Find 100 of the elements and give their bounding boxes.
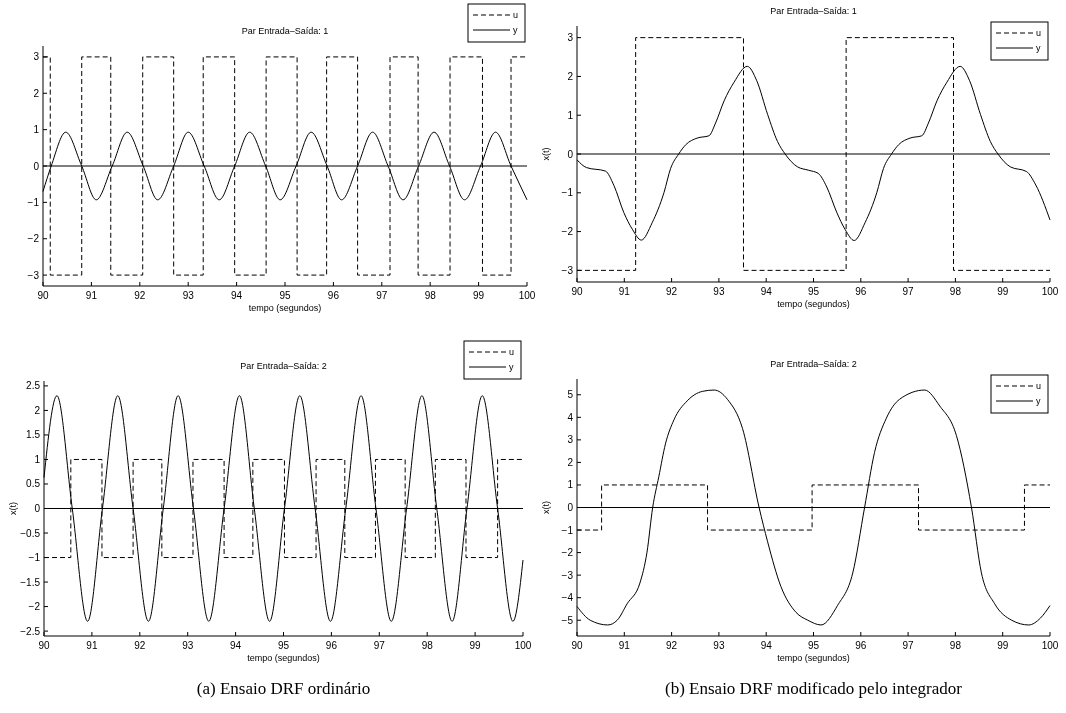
y-tick-label: −1	[27, 196, 40, 208]
y-tick-label: 2.5	[26, 380, 41, 392]
y-tick-label: −2	[28, 601, 41, 613]
x-tick-label: 94	[231, 290, 243, 301]
x-tick-label: 94	[230, 640, 242, 651]
x-axis-title: tempo (segundos)	[777, 653, 850, 663]
y-axis-title: x(t)	[541, 147, 551, 161]
x-tick-label: 99	[469, 640, 482, 651]
legend-label: y	[1036, 396, 1041, 406]
y-tick-label: −2	[27, 233, 40, 245]
x-tick-label: 97	[902, 286, 915, 297]
x-tick-label: 94	[760, 286, 773, 297]
x-tick-label: 90	[571, 286, 583, 297]
y-tick-label: 4	[567, 411, 574, 423]
x-tick-label: 91	[618, 640, 631, 651]
x-tick-label: 93	[713, 640, 725, 651]
y-tick-label: 1	[34, 453, 41, 465]
text: (a) Ensaio DRF ordinário	[196, 679, 371, 698]
x-tick-label: 95	[279, 290, 291, 301]
y-tick-label: −1	[561, 524, 574, 536]
y-tick-label: 2	[567, 70, 574, 82]
x-tick-label: 96	[327, 290, 340, 301]
y-tick-label: 2	[33, 87, 40, 99]
y-tick-label: −3	[561, 264, 574, 276]
x-tick-label: 95	[807, 640, 820, 651]
legend-label: u	[1036, 381, 1042, 391]
y-tick-label: −2.5	[20, 625, 41, 637]
y-tick-label: 0	[567, 148, 574, 160]
x-tick-label: 92	[134, 640, 146, 651]
x-tick-label: 100	[514, 640, 532, 651]
x-tick-label: 91	[618, 286, 631, 297]
legend-label: y	[509, 362, 514, 372]
x-axis-title: tempo (segundos)	[777, 299, 850, 309]
x-tick-label: 95	[807, 286, 820, 297]
y-tick-label: −2	[561, 226, 574, 238]
y-tick-label: 1.5	[26, 429, 41, 441]
y-tick-label: 3	[567, 32, 574, 44]
y-tick-label: 0	[34, 503, 41, 514]
x-tick-label: 90	[38, 640, 50, 651]
y-tick-label: −4	[561, 592, 574, 604]
x-axis-title: tempo (segundos)	[248, 303, 322, 313]
x-tick-label: 97	[376, 290, 388, 301]
x-tick-label: 93	[182, 290, 195, 301]
x-tick-label: 97	[902, 640, 915, 651]
x-tick-label: 96	[325, 640, 338, 651]
x-tick-label: 90	[571, 640, 583, 651]
x-tick-label: 99	[997, 640, 1009, 651]
y-tick-label: −1	[561, 187, 574, 199]
y-tick-label: 3	[567, 434, 574, 446]
y-tick-label: −1	[28, 552, 41, 564]
x-tick-label: 92	[134, 290, 146, 301]
legend-label: u	[1036, 28, 1042, 38]
y-tick-label: 5	[567, 389, 574, 401]
y-tick-label: 0	[33, 160, 40, 172]
y-tick-label: 0.5	[26, 478, 41, 490]
y-tick-label: −5	[561, 614, 574, 626]
x-tick-label: 95	[277, 640, 290, 651]
y-tick-label: −1.5	[20, 576, 41, 588]
x-tick-label: 100	[1041, 640, 1059, 651]
x-tick-label: 100	[1041, 286, 1059, 297]
x-tick-label: 96	[855, 286, 867, 297]
y-tick-label: 3	[33, 51, 40, 63]
x-tick-label: 93	[182, 640, 194, 651]
x-tick-label: 99	[997, 286, 1009, 297]
y-tick-label: −2	[561, 547, 574, 559]
y-axis-title: x(t)	[8, 502, 18, 515]
x-tick-label: 96	[855, 640, 867, 651]
y-tick-label: 1	[33, 124, 40, 136]
x-tick-label: 91	[86, 640, 98, 651]
chart-title: Par Entrada–Saída: 2	[240, 361, 327, 371]
x-tick-label: 91	[85, 290, 98, 301]
x-tick-label: 100	[518, 290, 536, 301]
x-tick-label: 90	[37, 290, 49, 301]
y-tick-label: 2	[34, 404, 41, 416]
x-tick-label: 98	[424, 290, 437, 301]
legend-label: y	[1036, 43, 1041, 53]
y-tick-label: 1	[567, 479, 574, 491]
y-tick-label: 0	[567, 502, 574, 513]
y-tick-label: −3	[561, 569, 574, 581]
x-tick-label: 94	[760, 640, 773, 651]
x-tick-label: 92	[666, 640, 678, 651]
x-tick-label: 98	[949, 286, 962, 297]
x-tick-label: 93	[713, 286, 725, 297]
x-tick-label: 99	[473, 290, 485, 301]
chart-title: Par Entrada–Saída: 2	[770, 359, 857, 369]
x-tick-label: 92	[666, 286, 678, 297]
x-tick-label: 98	[949, 640, 962, 651]
y-tick-label: −0.5	[20, 527, 41, 539]
legend-label: u	[509, 347, 515, 357]
y-tick-label: −3	[27, 269, 40, 281]
text: (b) Ensaio DRF modificado pelo integrador	[665, 679, 963, 698]
y-axis-title: x(t)	[541, 501, 551, 514]
chart-title: Par Entrada–Saída: 1	[241, 26, 329, 36]
legend-label: u	[513, 10, 519, 20]
y-tick-label: 1	[567, 109, 574, 121]
x-tick-label: 97	[373, 640, 386, 651]
x-tick-label: 98	[421, 640, 434, 651]
y-tick-label: 2	[567, 456, 574, 468]
legend-label: y	[513, 25, 518, 35]
x-axis-title: tempo (segundos)	[247, 653, 320, 663]
